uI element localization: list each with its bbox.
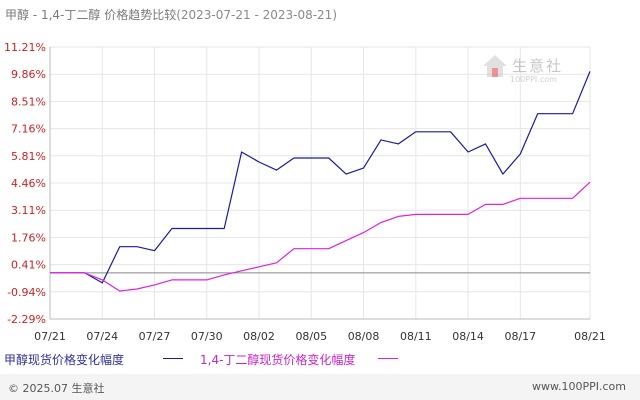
x-tick-label: 08/21 <box>574 330 606 343</box>
legend-series1-label: 甲醇现货价格变化幅度 <box>4 353 125 367</box>
x-tick-label: 08/05 <box>295 330 327 343</box>
x-tick-label: 08/17 <box>504 330 536 343</box>
x-tick-label: 07/30 <box>191 330 223 343</box>
house-icon <box>483 55 507 77</box>
y-tick-label: 5.81% <box>11 150 46 163</box>
y-tick-label: 7.16% <box>11 123 46 136</box>
legend-series2-label: 1,4-丁二醇现货价格变化幅度 <box>200 353 356 367</box>
y-tick-label: 9.86% <box>11 68 46 81</box>
footer-bar: © 2025.07 生意社 www.100PPI.com <box>0 374 640 400</box>
watermark-name: 生意社 <box>512 57 564 75</box>
x-tick-label: 07/27 <box>139 330 171 343</box>
y-tick-label: -2.29% <box>7 313 46 326</box>
y-tick-label: 8.51% <box>11 95 46 108</box>
chart-title-text: 甲醇 - 1,4-丁二醇 价格趋势比较 <box>5 8 177 22</box>
watermark-url: 100PPI.com <box>510 75 557 84</box>
series-line-2 <box>50 181 591 292</box>
y-tick-label: 0.41% <box>11 259 46 272</box>
y-tick-label: 11.21% <box>4 41 46 54</box>
x-tick-label: 08/14 <box>452 330 484 343</box>
x-tick-label: 08/11 <box>400 330 432 343</box>
x-tick-label: 08/02 <box>243 330 275 343</box>
x-tick-label: 07/24 <box>86 330 118 343</box>
watermark-logo: 生意社 100PPI.com <box>482 53 582 89</box>
chart-legend: 甲醇现货价格变化幅度 1,4-丁二醇现货价格变化幅度 <box>0 349 640 367</box>
series-line-1 <box>50 71 591 284</box>
y-tick-label: -0.94% <box>7 286 46 299</box>
chart-title: 甲醇 - 1,4-丁二醇 价格趋势比较(2023-07-21 - 2023-08… <box>5 6 337 23</box>
copyright-text: © 2025.07 生意社 <box>8 382 105 395</box>
website-link[interactable]: www.100PPI.com <box>532 380 626 393</box>
legend-series2-swatch <box>378 358 398 359</box>
y-tick-label: 4.46% <box>11 177 46 190</box>
y-tick-label: 1.76% <box>11 231 46 244</box>
legend-series1-swatch <box>163 358 183 359</box>
line-chart: 11.21% 9.86% 8.51% 7.16% 5.81% 4.46% 3.11% 1.76… <box>4 41 606 343</box>
chart-date-range: (2023-07-21 - 2023-08-21) <box>176 8 338 22</box>
x-tick-label: 07/21 <box>34 330 66 343</box>
x-tick-label: 08/08 <box>348 330 380 343</box>
y-tick-label: 3.11% <box>11 204 46 217</box>
